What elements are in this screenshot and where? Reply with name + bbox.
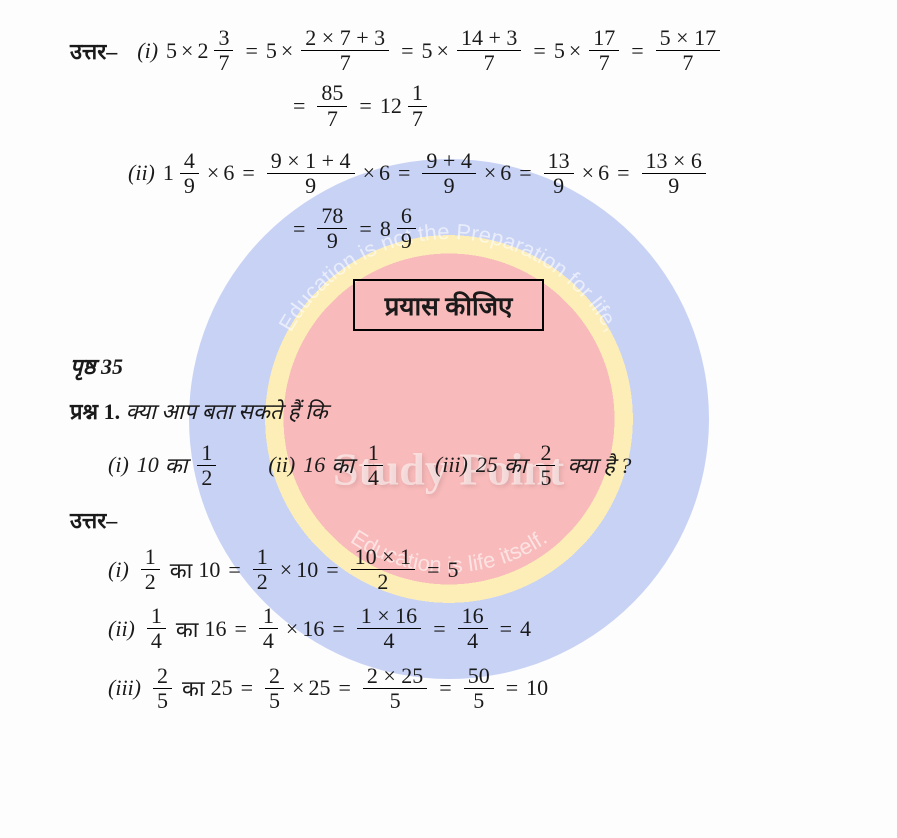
subq-1: (i) 10 का 12 — [100, 441, 220, 490]
answer-2: (ii) 14 का 16 = 14 × 16 = 1 × 164 = 164 … — [100, 604, 827, 653]
step2: 14 + 37 — [457, 26, 521, 75]
answer-1: (i) 12 का 10 = 12 × 10 = 10 × 12 = 5 — [100, 545, 827, 594]
s2-step1: 9 × 1 + 49 — [267, 149, 355, 198]
answer-label-2: उत्तर– — [70, 505, 827, 535]
question-1: प्रश्न 1. क्या आप बता सकते हैं कि — [70, 396, 827, 426]
s2-result: 8 69 — [380, 204, 420, 253]
subq-2: (ii) 16 का 14 — [260, 441, 387, 490]
solution-2-line-2: = 789 = 8 69 — [70, 204, 827, 253]
solution-1-line-2: = 857 = 12 17 — [70, 81, 827, 130]
s2-step5: 789 — [317, 204, 347, 253]
try-it-box: प्रयास कीजिए — [353, 279, 545, 331]
mixed-fraction: 2 37 — [197, 26, 237, 75]
solution-2-line-1: (ii) 1 49 × 6 = 9 × 1 + 49 ×6 = 9 + 49 ×… — [70, 149, 827, 198]
step5: 857 — [317, 81, 347, 130]
step1: 2 × 7 + 37 — [301, 26, 389, 75]
s2-step4: 13 × 69 — [642, 149, 706, 198]
step4: 5 × 177 — [656, 26, 720, 75]
roman-i: (i) — [137, 38, 158, 64]
page-reference: पृष्ठ 35 — [70, 351, 827, 381]
roman-ii: (ii) — [128, 160, 155, 186]
times: × — [181, 38, 193, 64]
s2-step2: 9 + 49 — [422, 149, 475, 198]
subquestions-row: (i) 10 का 12 (ii) 16 का 14 (iii) 25 का 2… — [100, 441, 827, 490]
equals: = — [245, 38, 257, 64]
page-content: उत्तर– (i) 5 × 2 37 = 5× 2 × 7 + 37 = 5×… — [0, 0, 897, 743]
answer-label: उत्तर– — [70, 36, 117, 66]
lhs-whole: 5 — [166, 38, 177, 64]
solution-1-line-1: उत्तर– (i) 5 × 2 37 = 5× 2 × 7 + 37 = 5×… — [70, 26, 827, 75]
s2-step3: 139 — [544, 149, 574, 198]
result-mixed: 12 17 — [380, 81, 431, 130]
step3: 177 — [589, 26, 619, 75]
answer-3: (iii) 25 का 25 = 25 × 25 = 2 × 255 = 505… — [100, 664, 827, 713]
subq-3: (iii) 25 का 25 क्या है ? — [427, 441, 632, 490]
mixed-fraction-2: 1 49 — [163, 149, 203, 198]
